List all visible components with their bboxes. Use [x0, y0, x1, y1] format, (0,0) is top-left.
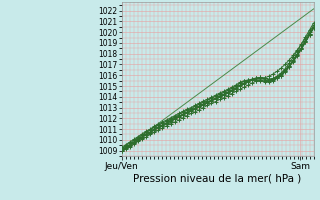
- X-axis label: Pression niveau de la mer( hPa ): Pression niveau de la mer( hPa ): [133, 173, 302, 183]
